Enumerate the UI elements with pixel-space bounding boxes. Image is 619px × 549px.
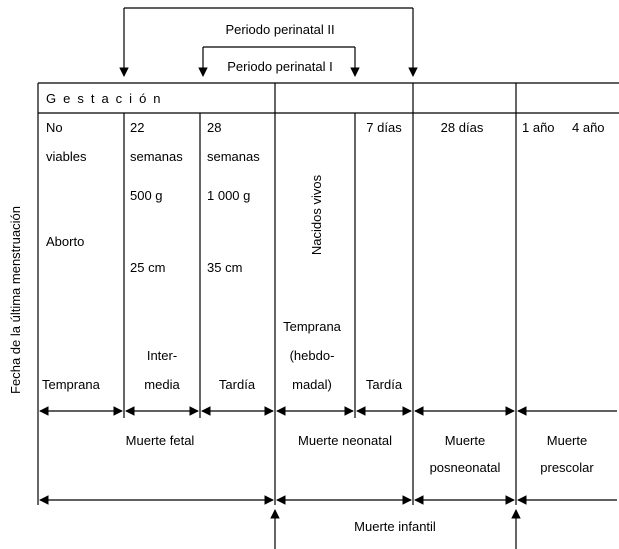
- brackets: [119, 7, 418, 77]
- outcome: Muerte: [547, 433, 587, 448]
- period-label: Periodo perinatal I: [227, 59, 333, 74]
- outcome: posneonatal: [430, 460, 501, 475]
- cell: Temprana: [42, 377, 101, 392]
- cell: 1 año: [522, 120, 555, 135]
- outcome: Muerte infantil: [354, 519, 436, 534]
- cells: No viables Aborto Temprana 22 semanas 50…: [42, 120, 605, 392]
- outcome: Muerte: [445, 433, 485, 448]
- cell: media: [144, 377, 180, 392]
- cell: semanas: [130, 149, 183, 164]
- outcome: Muerte neonatal: [298, 433, 392, 448]
- outcome: Muerte fetal: [126, 433, 195, 448]
- cell: Inter-: [147, 348, 177, 363]
- cell: 1 000 g: [207, 188, 250, 203]
- cell: Aborto: [46, 234, 84, 249]
- cell: 22: [130, 120, 144, 135]
- outcome: prescolar: [540, 460, 594, 475]
- period-label: Periodo perinatal II: [225, 22, 334, 37]
- cell: Tardía: [366, 377, 403, 392]
- cell: No: [46, 120, 63, 135]
- cell: Nacidos vivos: [309, 174, 324, 255]
- side-label: Fecha de la última menstruación: [8, 206, 23, 394]
- cell: Temprana: [283, 319, 342, 334]
- cell: viables: [46, 149, 87, 164]
- cell: 28: [207, 120, 221, 135]
- arrows: [39, 406, 617, 549]
- cell: (hebdo-: [290, 348, 335, 363]
- cell: 25 cm: [130, 260, 165, 275]
- cell: 35 cm: [207, 260, 242, 275]
- cell: 500 g: [130, 188, 163, 203]
- cell: 4 año: [572, 120, 605, 135]
- cell: Tardía: [219, 377, 256, 392]
- table-lines: [37, 82, 619, 505]
- outcomes: Muerte fetal Muerte neonatal Muerte posn…: [126, 433, 595, 534]
- cell: semanas: [207, 149, 260, 164]
- cell: 28 días: [441, 120, 484, 135]
- header: Gestación: [46, 91, 168, 106]
- cell: 7 días: [366, 120, 402, 135]
- cell: madal): [292, 377, 332, 392]
